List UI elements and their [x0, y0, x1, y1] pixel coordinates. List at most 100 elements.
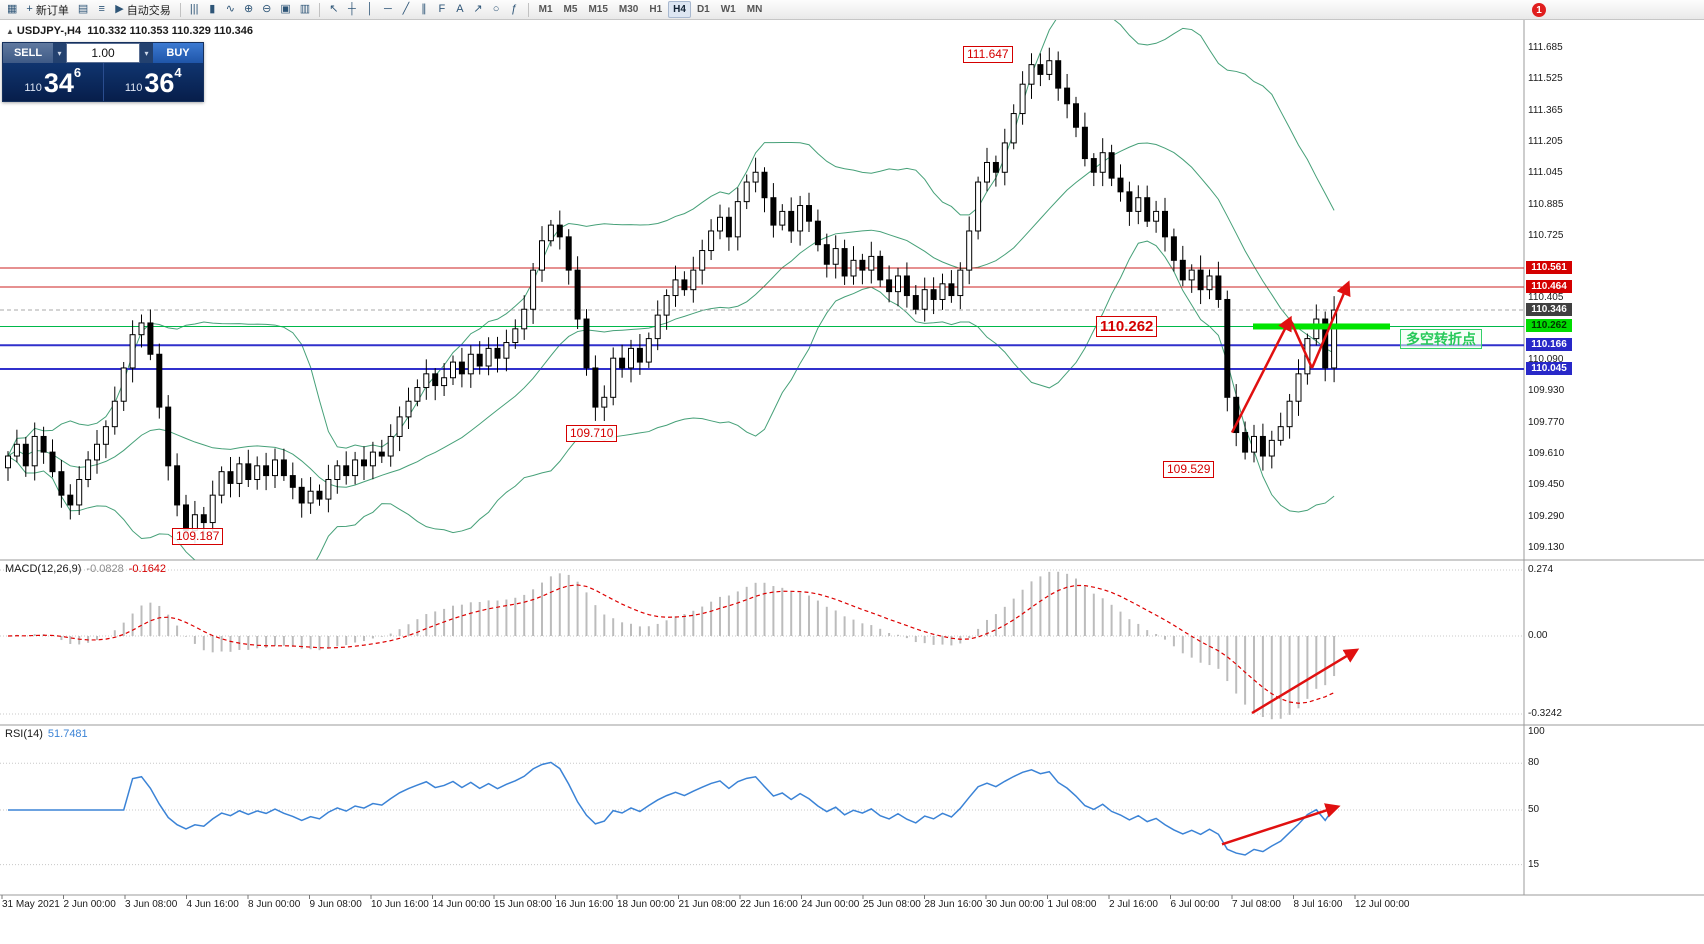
toolbar-separator [527, 2, 529, 17]
time-label: 8 Jun 00:00 [248, 899, 301, 910]
rsi-scale-label: 80 [1528, 757, 1540, 769]
macd-panel[interactable] [0, 569, 1524, 720]
crosshair-icon: ┼ [348, 3, 356, 15]
price-tick-label: 111.045 [1528, 167, 1563, 179]
volume-dropdown-icon[interactable]: ▾ [140, 43, 153, 63]
timeframe-w1[interactable]: W1 [720, 4, 736, 15]
line-chart-button[interactable]: ∿ [222, 1, 239, 18]
timeframe-d1[interactable]: D1 [696, 4, 710, 15]
pivot-highlight-segment[interactable] [1253, 323, 1390, 330]
price-tag-resistance: 110.561 [1526, 260, 1572, 274]
price-tick-label: 109.130 [1528, 542, 1565, 553]
bid-price[interactable]: 110 34 6 [3, 63, 103, 101]
channel-icon: ∥ [421, 3, 427, 15]
shapes-button[interactable]: ○ [488, 1, 505, 18]
crosshair-button[interactable]: ┼ [343, 1, 360, 18]
price-tick-label: 109.610 [1528, 448, 1565, 460]
volume-input[interactable]: 1.00 [66, 43, 140, 63]
auto-arrange-button[interactable]: ▥ [296, 1, 314, 18]
rsi-trend-arrow[interactable] [1221, 803, 1341, 846]
indicators-button[interactable]: ƒ [506, 1, 523, 18]
time-label: 31 May 2021 [2, 899, 60, 910]
trendline-icon: ╱ [402, 3, 410, 15]
fibonacci-button[interactable]: F [433, 1, 450, 18]
price-tick-label: 109.450 [1528, 479, 1565, 491]
market-watch-button[interactable]: ≡ [93, 1, 110, 18]
new-order-icon: + [26, 3, 33, 15]
market-watch-icon: ≡ [98, 3, 105, 15]
notification-badge[interactable]: 1 [1532, 3, 1546, 17]
timeframe-h1[interactable]: H1 [649, 4, 663, 15]
toolbar-separator [179, 2, 181, 17]
trend-arrow[interactable] [1310, 280, 1351, 369]
candlestick-chart-button[interactable]: ▮ [204, 1, 221, 18]
cursor-button[interactable]: ↖ [325, 1, 342, 18]
trend-arrow[interactable] [1288, 318, 1314, 369]
toolbar: ▦ + 新订单 ▤ ≡ ▶ 自动交易 ||| ▮ ∿ ⊕ ⊖ ▣ ▥ ↖ ┼ │ ─ ╱ ∥ F A ↗ ○ ƒ M1 M5 M15 M… [0, 0, 1704, 20]
rsi-panel[interactable] [0, 761, 1524, 866]
zoom-in-icon: ⊕ [243, 3, 254, 15]
trendline-button[interactable]: ╱ [397, 1, 414, 18]
chart-profiles-button[interactable]: ▤ [74, 1, 92, 18]
price-tick-label: 110.090 [1528, 354, 1564, 366]
arrow-tool-button[interactable]: ↗ [469, 1, 486, 18]
text-tool-button[interactable]: A [451, 1, 468, 18]
timeframe-h4[interactable]: H4 [668, 1, 691, 18]
main-chart[interactable] [0, 2, 1524, 577]
macd-value: -0.0828 [86, 563, 124, 575]
zoom-out-button[interactable]: ⊖ [258, 1, 275, 18]
timeframe-m15[interactable]: M15 [588, 4, 608, 15]
horizontal-line-icon: ─ [384, 3, 392, 15]
vertical-line-button[interactable]: │ [361, 1, 378, 18]
price-tag-support: 110.045 [1526, 361, 1572, 375]
arrow-tool-icon: ↗ [473, 3, 483, 15]
sell-button[interactable]: SELL [3, 43, 53, 63]
macd-trend-arrow[interactable] [1251, 648, 1360, 715]
timeframe-m30[interactable]: M30 [618, 4, 639, 15]
zoom-out-icon: ⊖ [262, 3, 272, 15]
time-label: 28 Jun 16:00 [924, 899, 983, 910]
horizontal-line-button[interactable]: ─ [379, 1, 396, 18]
price-tag-resistance: 110.464 [1526, 279, 1572, 293]
one-click-trading-panel: SELL ▾ 1.00 ▾ BUY 110 34 6 110 36 4 [2, 42, 204, 102]
buy-button[interactable]: BUY [153, 43, 203, 63]
timeframe-m1[interactable]: M1 [538, 4, 553, 15]
chart-collapse-icon[interactable]: ▲ [6, 27, 14, 36]
chart-symbol-header: ▲ USDJPY-,H4 110.332 110.353 110.329 110.… [6, 25, 253, 37]
bollinger-lo [7, 240, 1335, 560]
time-label: 10 Jun 16:00 [371, 899, 429, 910]
time-label: 25 Jun 08:00 [863, 899, 921, 910]
macd-scale-label: -0.3242 [1528, 708, 1562, 720]
channel-button[interactable]: ∥ [415, 1, 432, 18]
timeframe-m5[interactable]: M5 [563, 4, 578, 15]
symbol-title: USDJPY-,H4 [16, 25, 82, 37]
ask-price[interactable]: 110 36 4 [104, 63, 204, 101]
line-chart-icon: ∿ [225, 3, 235, 15]
rsi-value: 51.7481 [47, 728, 88, 740]
shapes-icon: ○ [492, 3, 500, 15]
timeframe-mn[interactable]: MN [746, 4, 763, 15]
bar-chart-icon: ||| [189, 3, 199, 15]
bid-pipette: 6 [73, 65, 82, 80]
charts-grid-button[interactable]: ▦ [3, 1, 21, 18]
time-label: 15 Jun 08:00 [494, 899, 552, 910]
zoom-in-button[interactable]: ⊕ [240, 1, 257, 18]
tile-windows-button[interactable]: ▣ [276, 1, 294, 18]
autotrading-label: 自动交易 [126, 4, 171, 17]
autotrading-button[interactable]: ▶ 自动交易 [111, 1, 174, 18]
trend-arrow[interactable] [1230, 315, 1292, 434]
time-label: 7 Jul 08:00 [1232, 899, 1281, 910]
sell-dropdown-icon[interactable]: ▾ [53, 43, 66, 63]
time-label: 12 Jul 00:00 [1355, 899, 1410, 910]
bid-prefix: 110 [24, 82, 42, 94]
bar-chart-button[interactable]: ||| [186, 1, 203, 18]
time-label: 8 Jul 16:00 [1293, 899, 1343, 910]
ask-prefix: 110 [124, 82, 143, 94]
ohlc-values: 110.332 110.353 110.329 110.346 [87, 25, 254, 37]
price-tick-label: 111.525 [1528, 73, 1563, 85]
new-order-button[interactable]: + 新订单 [22, 1, 72, 18]
time-label: 2 Jul 16:00 [1109, 899, 1158, 910]
price-tick-label: 110.725 [1528, 229, 1564, 241]
